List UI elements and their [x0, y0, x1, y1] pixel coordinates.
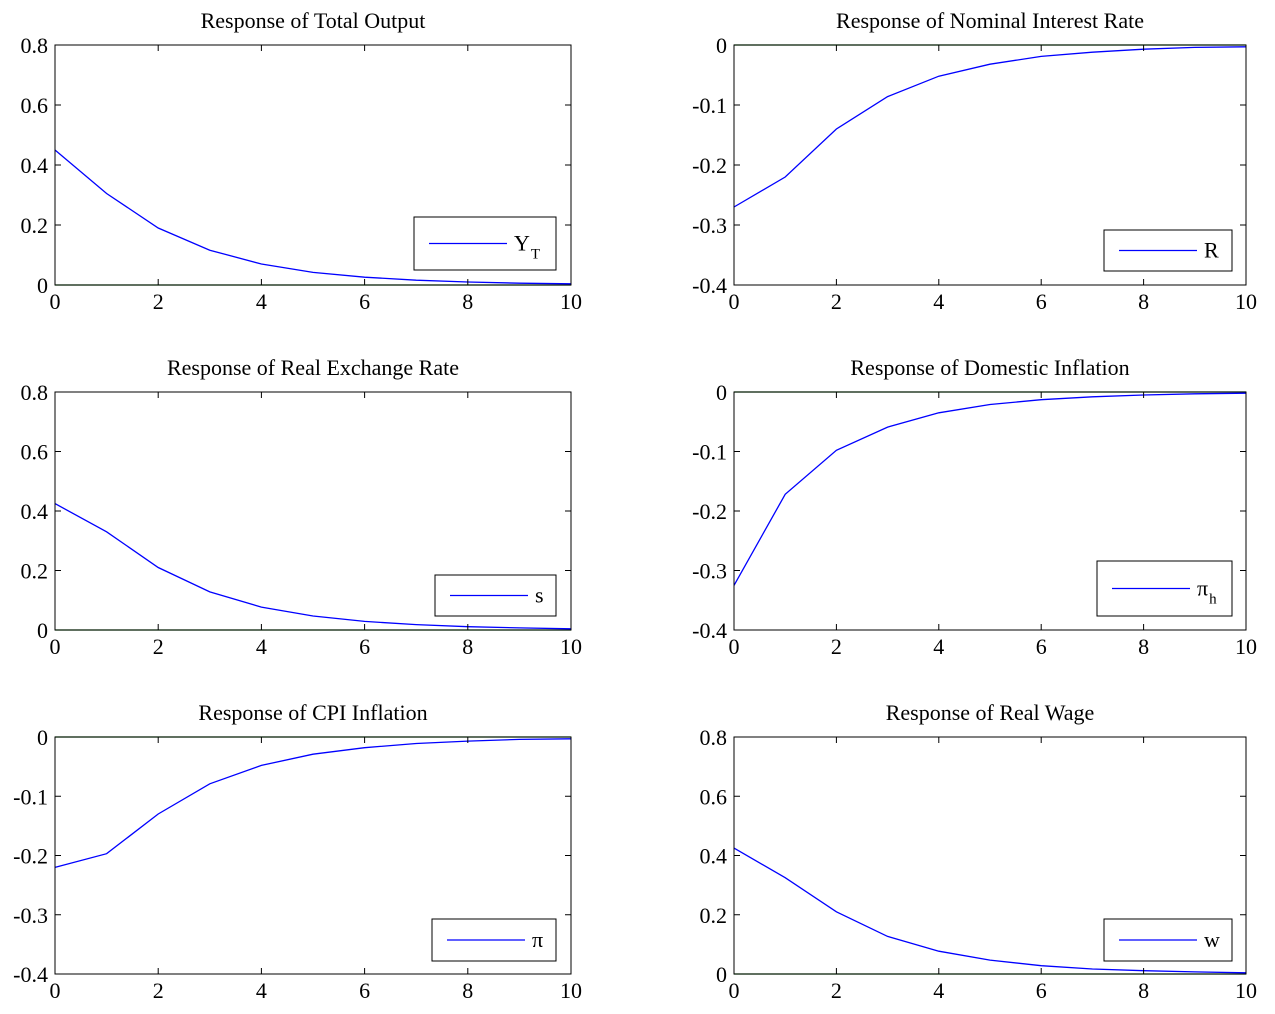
x-tick-label: 4 [933, 634, 944, 659]
x-tick-label: 10 [560, 634, 582, 659]
x-tick-label: 0 [50, 634, 61, 659]
x-tick-label: 10 [1235, 289, 1257, 314]
legend-label-subscript: T [531, 247, 540, 263]
x-tick-label: 10 [560, 978, 582, 1003]
x-tick-label: 6 [1036, 289, 1047, 314]
chart-title: Response of Domestic Inflation [850, 355, 1129, 380]
x-tick-label: 2 [831, 978, 842, 1003]
series-line-1 [733, 847, 1247, 974]
y-tick-label: -0.2 [13, 844, 48, 869]
chart-panel-1: Response of Total Output 0 2 4 6 8 10 0 0.2 0.4 0.… [21, 8, 583, 314]
series-line-1 [733, 392, 1247, 586]
x-tick-label: 2 [153, 634, 164, 659]
legend: w [1103, 918, 1233, 962]
x-tick-label: 0 [50, 289, 61, 314]
legend-label: R [1204, 238, 1219, 263]
y-tick-label: 0.8 [21, 380, 49, 405]
y-tick-label: 0 [37, 725, 48, 750]
y-tick-label: -0.3 [692, 559, 727, 584]
y-tick-label: -0.1 [13, 784, 48, 809]
series-line-1 [54, 503, 572, 630]
x-tick-label: 8 [1138, 634, 1149, 659]
legend-label: π [532, 927, 543, 952]
x-tick-label: 8 [462, 978, 473, 1003]
x-tick-label: 4 [256, 289, 267, 314]
x-tick-label: 4 [256, 978, 267, 1003]
y-tick-label: 0.4 [21, 499, 49, 524]
x-tick-label: 8 [1138, 978, 1149, 1003]
y-tick-label: 0 [37, 618, 48, 643]
legend-label: Y [514, 231, 530, 256]
y-tick-label: -0.4 [13, 962, 48, 987]
y-tick-label: -0.3 [692, 213, 727, 238]
y-tick-label: 0.6 [21, 93, 49, 118]
y-tick-label: -0.2 [692, 153, 727, 178]
y-tick-label: 0 [37, 273, 48, 298]
chart-panel-4: Response of Domestic Inflation 0 2 4 6 8 10 -0.… [692, 355, 1257, 659]
x-tick-label: 0 [50, 978, 61, 1003]
x-tick-label: 4 [256, 634, 267, 659]
x-tick-label: 4 [933, 978, 944, 1003]
series-line-1 [54, 738, 572, 869]
chart-title: Response of Total Output [201, 8, 426, 33]
y-tick-label: 0 [716, 380, 727, 405]
chart-title: Response of CPI Inflation [198, 700, 427, 725]
legend: R [1103, 229, 1233, 272]
chart-panel-6: Response of Real Wage 0 2 4 6 8 10 0 0.2 0.4 0.6 0.… [700, 700, 1258, 1003]
legend-label-subscript: h [1209, 592, 1217, 608]
legend-label: s [535, 583, 544, 608]
x-tick-label: 10 [560, 289, 582, 314]
x-tick-label: 10 [1235, 634, 1257, 659]
chart-title: Response of Real Wage [886, 700, 1095, 725]
y-tick-label: 0.2 [700, 903, 728, 928]
y-tick-label: -0.1 [692, 93, 727, 118]
x-tick-label: 6 [359, 978, 370, 1003]
legend-label: w [1204, 927, 1220, 952]
y-tick-label: -0.4 [692, 273, 727, 298]
y-tick-label: 0.6 [21, 440, 49, 465]
x-tick-label: 6 [1036, 634, 1047, 659]
x-tick-label: 6 [359, 634, 370, 659]
x-tick-label: 4 [933, 289, 944, 314]
y-tick-label: -0.1 [692, 440, 727, 465]
x-tick-label: 6 [359, 289, 370, 314]
x-tick-label: 0 [729, 978, 740, 1003]
x-tick-label: 2 [831, 289, 842, 314]
y-tick-label: 0 [716, 33, 727, 58]
x-tick-label: 2 [153, 289, 164, 314]
x-tick-label: 0 [729, 634, 740, 659]
y-tick-label: 0.4 [21, 153, 49, 178]
legend: π [431, 918, 557, 962]
x-tick-label: 8 [1138, 289, 1149, 314]
series-line-1 [733, 46, 1247, 208]
x-tick-label: 2 [831, 634, 842, 659]
y-tick-label: 0.2 [21, 213, 49, 238]
x-tick-label: 2 [153, 978, 164, 1003]
x-tick-label: 10 [1235, 978, 1257, 1003]
chart-title: Response of Real Exchange Rate [167, 355, 459, 380]
legend: s [434, 574, 557, 617]
y-tick-label: -0.2 [692, 499, 727, 524]
y-tick-label: 0.2 [21, 559, 49, 584]
y-tick-label: 0.8 [700, 725, 728, 750]
chart-panel-2: Response of Nominal Interest Rate 0 2 4 6 8 10… [692, 8, 1257, 314]
y-tick-label: -0.3 [13, 903, 48, 928]
x-tick-label: 0 [729, 289, 740, 314]
x-tick-label: 6 [1036, 978, 1047, 1003]
y-tick-label: 0.4 [700, 844, 728, 869]
x-tick-label: 8 [462, 289, 473, 314]
y-tick-label: 0.8 [21, 33, 49, 58]
y-tick-label: -0.4 [692, 618, 727, 643]
y-tick-label: 0 [716, 962, 727, 987]
y-tick-label: 0.6 [700, 784, 728, 809]
chart-title: Response of Nominal Interest Rate [836, 8, 1144, 33]
legend-label: π [1197, 576, 1208, 601]
chart-panel-5: Response of CPI Inflation 0 2 4 6 8 10 -0.4 -0.3… [13, 700, 582, 1003]
x-tick-label: 8 [462, 634, 473, 659]
chart-panel-3: Response of Real Exchange Rate 0 2 4 6 8 10 0 0.… [21, 355, 583, 659]
